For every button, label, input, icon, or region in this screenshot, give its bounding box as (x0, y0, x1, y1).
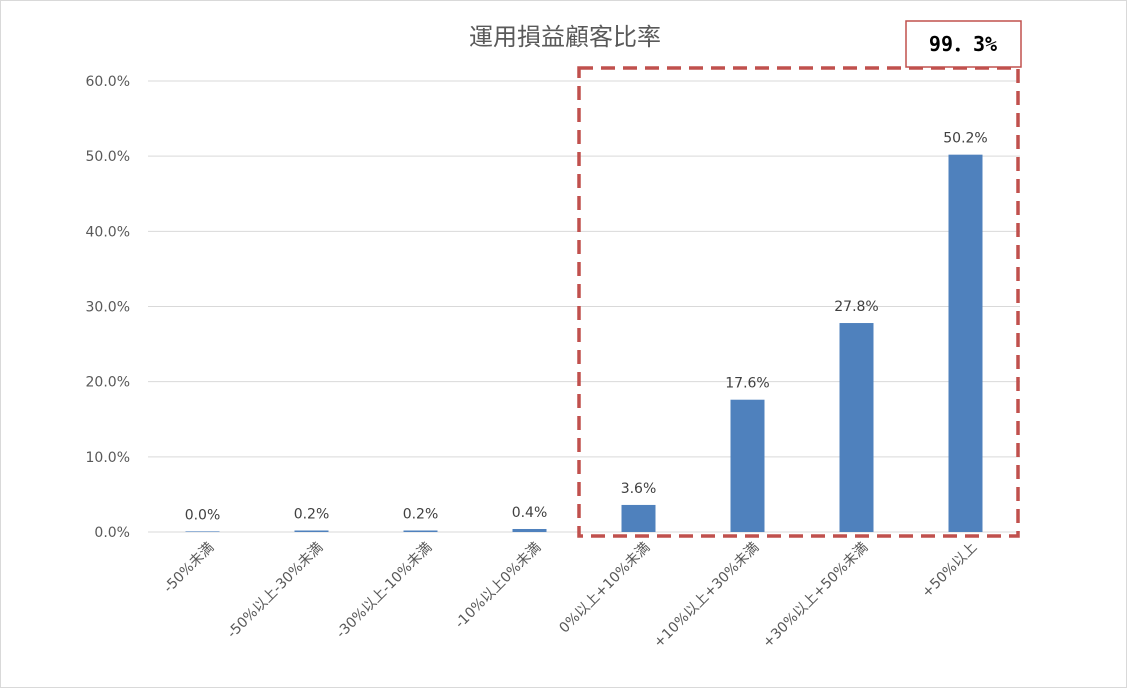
chart-title: 運用損益顧客比率 (469, 23, 661, 51)
bar (294, 530, 329, 532)
bar (512, 528, 547, 532)
x-category-label: +50%以上 (919, 540, 980, 601)
y-tick-label: 50.0% (86, 149, 130, 165)
highlight-box (577, 66, 1020, 538)
data-label: 27.8% (834, 299, 878, 315)
data-labels: 0.0% 0.2% 0.2% 0.4% 3.6% 17.6% 27.8% 50.2% (185, 131, 988, 524)
data-label: 0.0% (185, 507, 221, 523)
y-tick-label: 0.0% (94, 525, 130, 541)
x-category-label: -30%以上-10%未満 (333, 540, 435, 642)
x-category-label: -50%未満 (161, 540, 218, 597)
x-category-label: -50%以上-30%未満 (224, 540, 326, 642)
y-tick-label: 30.0% (86, 300, 130, 316)
highlight-region: 99．3% (577, 20, 1022, 538)
data-label: 0.2% (294, 506, 330, 522)
y-tick-label: 60.0% (86, 74, 130, 90)
data-label: 50.2% (943, 131, 987, 147)
bars (185, 154, 983, 532)
bar (185, 531, 220, 532)
x-category-label: +10%以上+30%未満 (651, 540, 763, 652)
bar (839, 323, 874, 532)
bar (948, 154, 983, 532)
y-tick-label: 20.0% (86, 375, 130, 391)
data-label: 0.2% (403, 506, 439, 522)
y-tick-label: 10.0% (86, 450, 130, 466)
bar (730, 399, 765, 532)
callout-box (905, 20, 1022, 68)
y-axis-ticks: 0.0% 10.0% 20.0% 30.0% 40.0% 50.0% 60.0% (86, 74, 130, 541)
callout-text: 99．3% (929, 32, 997, 56)
x-axis-categories: -50%未満 -50%以上-30%未満 -30%以上-10%未満 -10%以上0%未満… (161, 540, 981, 652)
gridlines (148, 80, 1020, 533)
data-label: 0.4% (512, 505, 548, 521)
data-label: 3.6% (621, 481, 657, 497)
bar (621, 504, 656, 532)
y-tick-label: 40.0% (86, 224, 130, 240)
data-label: 17.6% (725, 376, 769, 392)
x-category-label: -10%以上0%未満 (452, 540, 544, 632)
bar (403, 530, 438, 532)
x-category-label: +30%以上+50%未満 (760, 540, 872, 652)
x-category-label: 0%以上+10%未満 (556, 540, 653, 637)
